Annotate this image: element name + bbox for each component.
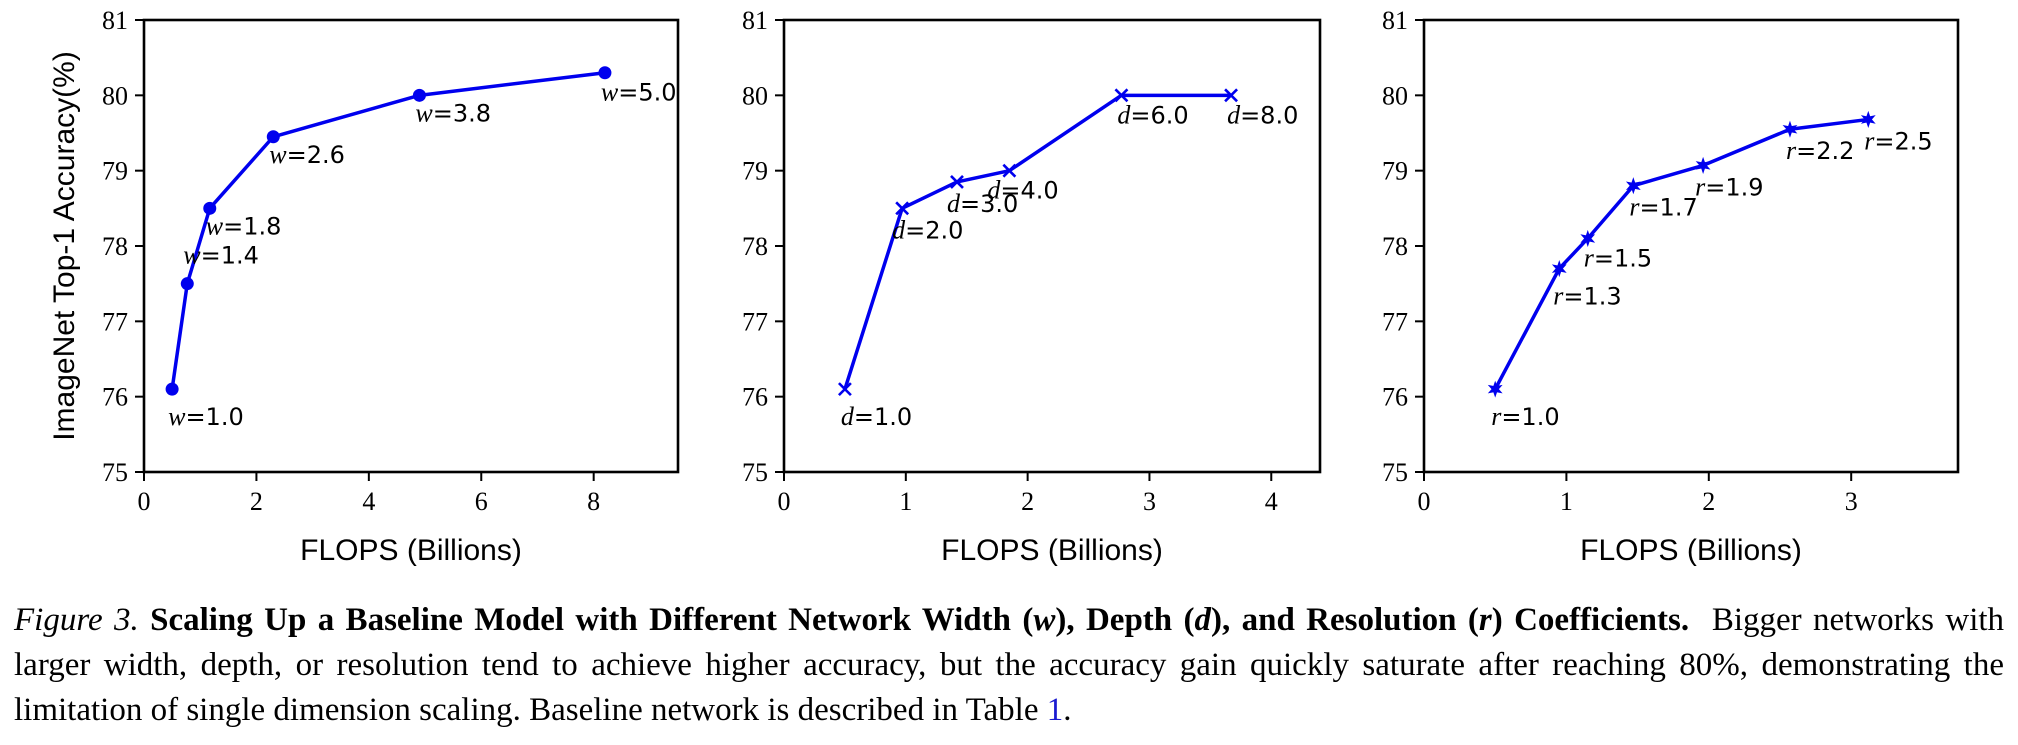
data-point <box>1580 229 1596 248</box>
x-tick-label: 2 <box>1021 487 1034 516</box>
data-point-label: w=5.0 <box>601 78 677 107</box>
x-tick-label: 0 <box>138 487 151 516</box>
y-tick-label: 80 <box>102 81 128 110</box>
data-point-label: r=1.0 <box>1491 402 1559 431</box>
data-point-label: d=3.0 <box>947 189 1018 218</box>
x-tick-label: 4 <box>362 487 375 516</box>
data-point <box>1487 380 1503 398</box>
y-tick-label: 78 <box>742 232 768 261</box>
data-point-label: r=1.7 <box>1629 193 1697 222</box>
x-tick-label: 1 <box>1560 487 1573 516</box>
series-line <box>843 93 1232 390</box>
y-tick-label: 77 <box>742 307 768 336</box>
data-point <box>598 66 612 80</box>
data-point <box>1551 260 1567 278</box>
data-point-label: r=1.5 <box>1584 243 1652 272</box>
data-point <box>837 382 852 397</box>
data-point-label: r=2.5 <box>1864 126 1932 155</box>
data-point <box>203 201 217 215</box>
data-point-label: w=1.4 <box>183 241 259 270</box>
x-axis-label: FLOPS (Billions) <box>300 534 522 567</box>
data-point <box>1625 177 1641 195</box>
scaling-figure: 75 76 77 78 79 80 81 0 2 4 6 8 FLOPS (Billions) Image… <box>48 6 1960 567</box>
y-tick-label: 75 <box>102 458 128 487</box>
y-tick-label: 78 <box>102 232 128 261</box>
x-axis-label: FLOPS (Billions) <box>1580 534 1802 567</box>
y-tick-label: 75 <box>742 458 768 487</box>
y-tick-label: 77 <box>102 307 128 336</box>
caption-figure-label: Figure 3. <box>14 602 139 638</box>
data-point-label: r=2.2 <box>1786 136 1854 165</box>
data-point <box>180 277 194 291</box>
data-point <box>1224 88 1238 103</box>
y-tick-label: 78 <box>1382 232 1408 261</box>
data-point <box>1782 120 1798 138</box>
x-tick-label: 3 <box>1143 487 1156 516</box>
data-point <box>1695 156 1711 174</box>
series-line <box>170 70 606 390</box>
data-point-label: r=1.3 <box>1553 282 1621 311</box>
x-tick-label: 0 <box>1418 487 1431 516</box>
y-tick-label: 79 <box>1382 157 1408 186</box>
data-point-label: w=2.6 <box>269 140 345 169</box>
x-tick-label: 2 <box>1702 487 1715 516</box>
caption-title: Scaling Up a Baseline Model with Differe… <box>150 602 1690 638</box>
x-tick-label: 2 <box>250 487 263 516</box>
data-point-label: w=1.8 <box>206 211 282 240</box>
x-tick-label: 4 <box>1265 487 1278 516</box>
x-axis-label: FLOPS (Billions) <box>941 534 1163 567</box>
data-point <box>266 130 280 144</box>
width-scaling-plot: 75 76 77 78 79 80 81 0 2 4 6 8 FLOPS (Billions) Image… <box>48 6 680 567</box>
data-point <box>1860 110 1876 128</box>
figure-caption: Figure 3. Scaling Up a Baseline Model wi… <box>14 602 2005 728</box>
data-point-label: w=1.0 <box>168 402 244 431</box>
table-reference-link[interactable]: 1 <box>1046 692 1064 728</box>
x-tick-label: 1 <box>899 487 912 516</box>
data-point-label: d=1.0 <box>841 402 912 431</box>
y-tick-label: 76 <box>102 383 128 412</box>
y-axis-label: ImageNet Top-1 Accuracy(%) <box>48 51 81 441</box>
x-tick-label: 8 <box>587 487 600 516</box>
data-point <box>1002 163 1017 178</box>
y-tick-label: 81 <box>742 6 768 35</box>
x-tick-label: 0 <box>778 487 791 516</box>
y-tick-label: 77 <box>1382 307 1408 336</box>
y-tick-label: 80 <box>1382 81 1408 110</box>
y-tick-label: 76 <box>742 383 768 412</box>
data-point-label: d=8.0 <box>1227 100 1298 129</box>
data-point <box>1114 88 1129 103</box>
data-point-label: d=2.0 <box>892 215 963 244</box>
y-tick-label: 81 <box>1382 6 1408 35</box>
resolution-scaling-plot: 75 76 77 78 79 80 81 0 1 2 3 FLOPS (Billions) r=1.0 r… <box>1382 6 1960 567</box>
y-tick-label: 79 <box>742 157 768 186</box>
data-point-label: r=1.9 <box>1695 172 1763 201</box>
y-tick-label: 75 <box>1382 458 1408 487</box>
y-tick-label: 76 <box>1382 383 1408 412</box>
y-tick-label: 81 <box>102 6 128 35</box>
data-point <box>165 382 179 396</box>
x-tick-label: 3 <box>1845 487 1858 516</box>
data-point <box>412 88 426 102</box>
caption-body: Bigger networks with larger width, depth… <box>14 602 2005 728</box>
y-tick-label: 79 <box>102 157 128 186</box>
data-point-label: d=4.0 <box>987 176 1058 205</box>
data-point <box>950 175 964 189</box>
depth-scaling-plot: 75 76 77 78 79 80 81 0 1 2 3 4 FLOPS (Billions) d=1.0… <box>742 6 1322 567</box>
x-tick-label: 6 <box>475 487 488 516</box>
data-point <box>895 201 910 216</box>
data-point-label: d=6.0 <box>1117 100 1188 129</box>
data-point-label: w=3.8 <box>415 98 491 127</box>
y-tick-label: 80 <box>742 81 768 110</box>
